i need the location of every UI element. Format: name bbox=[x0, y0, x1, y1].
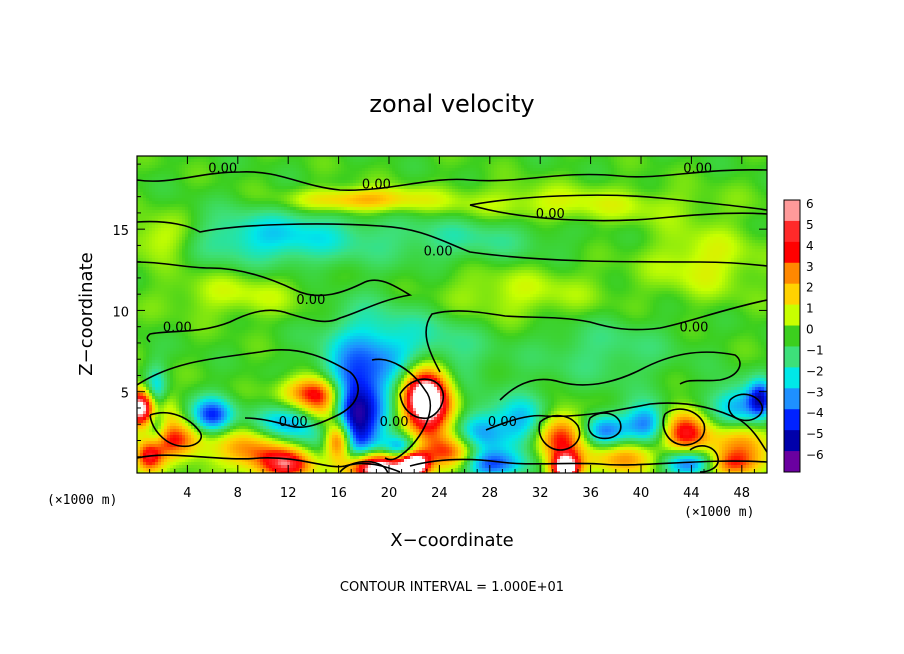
x-tick-label: 24 bbox=[431, 486, 448, 501]
contour-line bbox=[538, 414, 581, 451]
contour-interval-note: CONTOUR INTERVAL = 1.000E+01 bbox=[340, 580, 564, 595]
colorbar-swatch bbox=[784, 346, 800, 368]
colorbar-label: −5 bbox=[806, 427, 824, 441]
colorbar-swatch bbox=[784, 451, 800, 473]
contour-line bbox=[727, 393, 763, 422]
contour-line bbox=[137, 168, 767, 191]
y-tick-label: 5 bbox=[121, 387, 129, 402]
contour-line bbox=[339, 460, 389, 473]
colorbar-swatch bbox=[784, 409, 800, 431]
x-unit-right: (×1000 m) bbox=[684, 505, 754, 520]
colorbar-swatch bbox=[784, 241, 800, 264]
contour-label: 0.00 bbox=[536, 207, 565, 222]
y-tick-label: 10 bbox=[112, 305, 129, 320]
colorbar-swatch bbox=[784, 325, 800, 347]
contour-label: 0.00 bbox=[683, 161, 712, 176]
contour-line bbox=[587, 412, 622, 440]
contour-line bbox=[662, 408, 706, 446]
y-axis-label: Z−coordinate bbox=[76, 252, 97, 375]
colorbar-swatch bbox=[784, 304, 800, 327]
colorbar-swatch bbox=[784, 220, 800, 243]
x-tick-label: 8 bbox=[234, 486, 242, 501]
colorbar: 6 5 4 3 2 1 0 −1 −2 −3 −4 −5 −6 bbox=[783, 197, 824, 473]
x-tick-label: 32 bbox=[532, 486, 549, 501]
x-tick-label: 28 bbox=[482, 486, 499, 501]
x-tick-label: 36 bbox=[582, 486, 599, 501]
contour-labels: 0.00 0.00 0.00 0.00 0.00 0.00 0.00 0.00 0.00 0.00… bbox=[163, 161, 712, 430]
colorbar-swatch bbox=[784, 388, 800, 410]
y-axis: 5 10 15 bbox=[112, 163, 767, 458]
contour-label: 0.00 bbox=[679, 321, 708, 336]
x-unit-left: (×1000 m) bbox=[47, 493, 117, 508]
y-tick-label: 15 bbox=[112, 224, 129, 239]
colorbar-swatch bbox=[784, 262, 800, 285]
x-tick-label: 44 bbox=[683, 486, 700, 501]
x-axis-label: X−coordinate bbox=[390, 530, 513, 551]
contour-line bbox=[469, 194, 767, 211]
colorbar-label: 3 bbox=[806, 260, 814, 274]
x-tick-label: 20 bbox=[381, 486, 398, 501]
colorbar-frame bbox=[783, 199, 801, 473]
colorbar-label: 5 bbox=[806, 218, 814, 232]
contour-line bbox=[425, 299, 767, 373]
contour-line bbox=[499, 351, 741, 401]
contour-line bbox=[137, 261, 413, 343]
colorbar-label: −2 bbox=[806, 364, 824, 378]
contour-line bbox=[137, 349, 359, 429]
colorbar-label: 1 bbox=[806, 302, 814, 316]
contour-label: 0.00 bbox=[208, 161, 237, 176]
zero-contours bbox=[137, 168, 767, 473]
chart-title: zonal velocity bbox=[369, 90, 534, 118]
contour-line bbox=[137, 220, 767, 267]
colorbar-label: 0 bbox=[806, 323, 814, 337]
contour-label: 0.00 bbox=[163, 321, 192, 336]
contour-line bbox=[689, 445, 719, 473]
contour-label: 0.00 bbox=[424, 244, 453, 259]
contour-line bbox=[469, 204, 767, 222]
x-tick-label: 12 bbox=[280, 486, 297, 501]
colorbar-swatch bbox=[784, 283, 800, 306]
contour-line bbox=[137, 454, 401, 473]
contour-line bbox=[149, 411, 202, 448]
colorbar-label: −6 bbox=[806, 448, 824, 462]
colorbar-label: −4 bbox=[806, 406, 824, 420]
contour-label: 0.00 bbox=[488, 415, 517, 430]
x-tick-label: 48 bbox=[734, 486, 751, 501]
colorbar-label: −1 bbox=[806, 343, 824, 357]
contour-label: 0.00 bbox=[380, 415, 409, 430]
x-tick-label: 40 bbox=[633, 486, 650, 501]
colorbar-swatch bbox=[784, 200, 800, 222]
colorbar-label: 6 bbox=[806, 197, 814, 211]
contour-line bbox=[409, 458, 767, 467]
x-axis: 4 8 12 16 20 24 28 32 36 40 44 48 bbox=[149, 156, 755, 501]
contour-label: 0.00 bbox=[296, 293, 325, 308]
velocity-field bbox=[137, 156, 767, 473]
contour-line bbox=[371, 358, 432, 461]
contour-label: 0.00 bbox=[362, 178, 391, 193]
colorbar-label: −3 bbox=[806, 385, 824, 399]
contour-label: 0.00 bbox=[279, 415, 308, 430]
colorbar-swatch bbox=[784, 367, 800, 389]
x-tick-label: 4 bbox=[183, 486, 191, 501]
colorbar-swatch bbox=[784, 430, 800, 452]
contour-line bbox=[399, 378, 444, 419]
colorbar-label: 2 bbox=[806, 281, 814, 295]
contour-line bbox=[485, 402, 767, 453]
x-tick-label: 16 bbox=[330, 486, 347, 501]
colorbar-label: 4 bbox=[806, 239, 814, 253]
